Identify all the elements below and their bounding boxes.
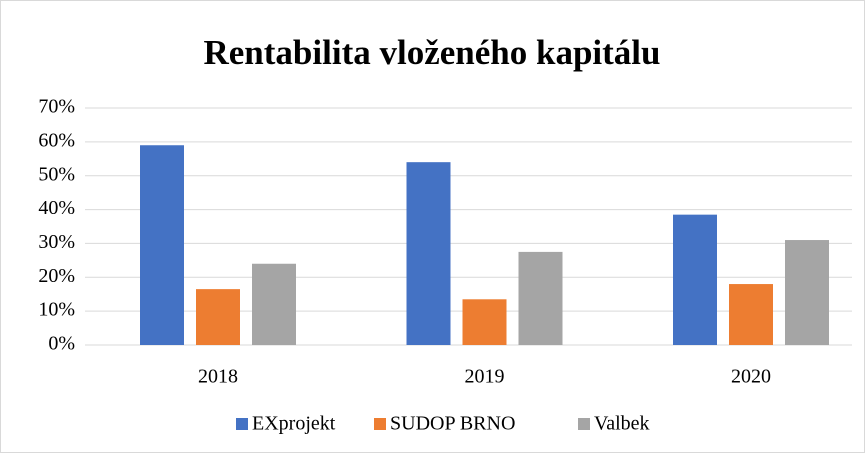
y-tick-label: 20% (38, 265, 75, 287)
bar (518, 251, 563, 345)
legend-swatch (236, 418, 248, 430)
legend-label: EXprojekt (252, 413, 336, 435)
bar (785, 240, 829, 345)
bar (406, 162, 451, 345)
chart-title: Rentabilita vloženého kapitálu (204, 33, 661, 72)
y-tick-label: 10% (38, 299, 75, 321)
y-tick-label: 0% (48, 333, 75, 355)
y-tick-label: 40% (38, 197, 75, 219)
legend-label: SUDOP BRNO (390, 413, 515, 435)
legend-label: Valbek (594, 413, 650, 435)
y-tick-label: 60% (38, 129, 75, 151)
legend-swatch (374, 418, 386, 430)
bar (140, 145, 184, 345)
x-tick-label: 2020 (731, 366, 771, 388)
y-tick-label: 70% (38, 96, 75, 118)
x-tick-label: 2018 (198, 366, 238, 388)
y-tick-label: 30% (38, 231, 75, 253)
bar (252, 263, 296, 345)
legend-swatch (578, 418, 590, 430)
bar (196, 289, 240, 345)
bar (462, 299, 507, 345)
bar (673, 214, 717, 345)
y-tick-label: 50% (38, 163, 75, 185)
bar (729, 284, 773, 345)
x-tick-label: 2019 (465, 366, 505, 388)
